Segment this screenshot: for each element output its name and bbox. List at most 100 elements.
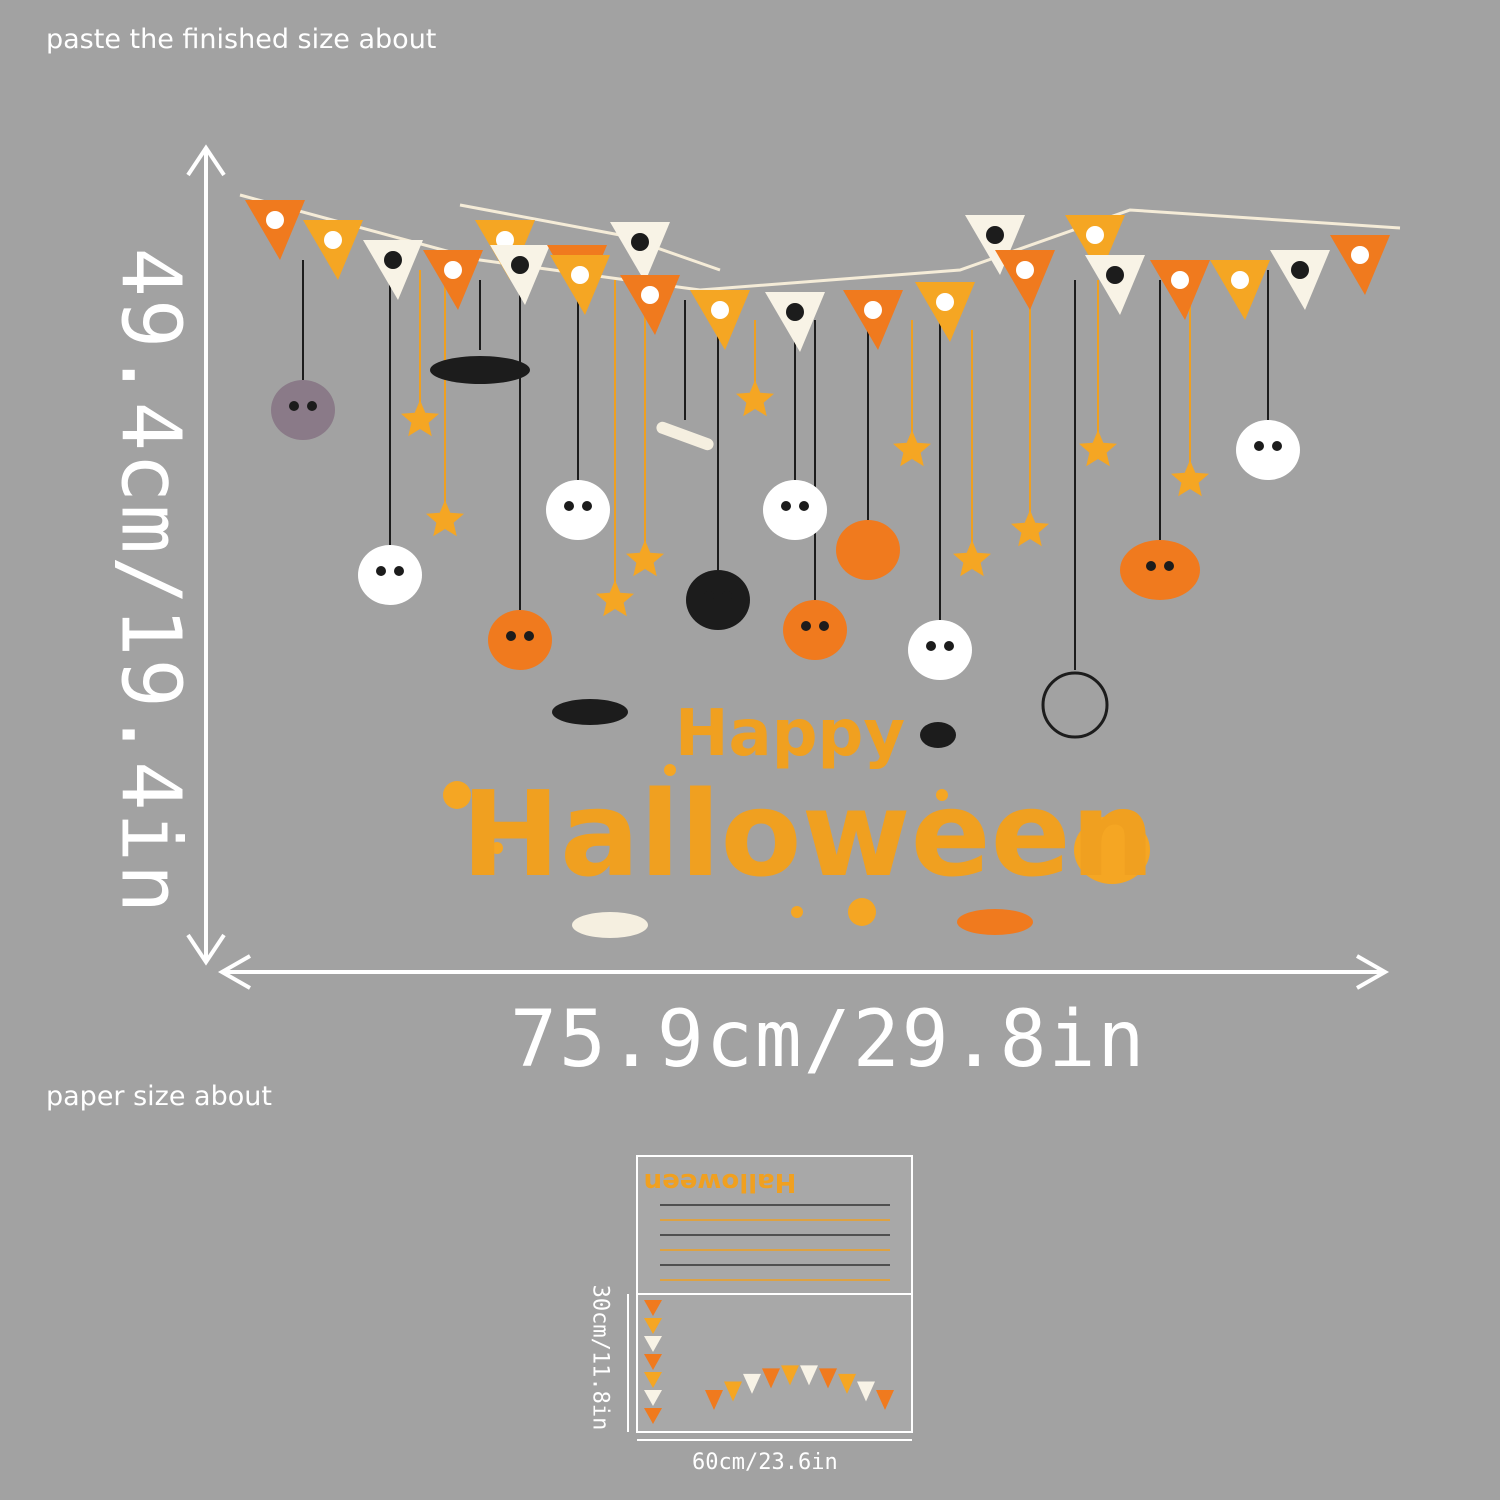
eye (944, 641, 954, 651)
eye (722, 591, 732, 601)
finished-size-label: paste the finished size about (46, 24, 437, 55)
frankenstein-icon (271, 380, 335, 440)
ghost-icon (358, 545, 422, 605)
mini-pennant (876, 1390, 894, 1410)
candy-icon (957, 909, 1033, 935)
pennant-flag (1210, 260, 1270, 320)
skull-icon (1171, 271, 1189, 289)
star-icon (1171, 460, 1209, 497)
hanging-charms (271, 356, 1300, 938)
eye (564, 501, 574, 511)
pennant-flag (995, 250, 1055, 310)
mini-pennant (644, 1336, 662, 1352)
pennant-flag (765, 292, 825, 352)
eye (524, 631, 534, 641)
star-icon (426, 500, 464, 537)
eye (376, 566, 386, 576)
eye (819, 621, 829, 631)
candy-icon (786, 303, 804, 321)
star-icon (893, 430, 931, 467)
star-icon (443, 781, 471, 809)
pennant-flag (363, 240, 423, 300)
candy-corn-icon (836, 520, 900, 580)
star-icon (848, 898, 876, 926)
mini-pennant (644, 1390, 662, 1406)
skull-icon (1016, 261, 1034, 279)
pennant-flag (1085, 255, 1145, 315)
star-icon (491, 842, 503, 854)
spider-web-icon (1041, 671, 1109, 739)
paper-sheet-preview: Halloween (627, 1155, 913, 1441)
candy-icon (384, 251, 402, 269)
eye (926, 641, 936, 651)
bat-icon (552, 699, 628, 725)
width-arrow (217, 954, 1390, 990)
skull-icon (641, 286, 659, 304)
star-icon (791, 906, 803, 918)
ghost-icon (908, 620, 972, 680)
skull-icon (864, 301, 882, 319)
pennant-flag (490, 245, 550, 305)
bunting-flags (245, 200, 1390, 352)
pennant-flag (690, 290, 750, 350)
mini-pennant (762, 1368, 780, 1389)
pennant-flag (245, 200, 305, 260)
star-icon (626, 540, 664, 577)
star-icon (596, 580, 634, 617)
pumpkin-icon (488, 610, 552, 670)
bat-icon (1231, 271, 1249, 289)
eye (1272, 441, 1282, 451)
pennant-flag (423, 250, 483, 310)
mini-pennant (819, 1368, 837, 1389)
skull-icon (1351, 246, 1369, 264)
mini-pennant (781, 1365, 799, 1386)
pumpkin-icon (783, 600, 847, 660)
bat-icon (1086, 226, 1104, 244)
mini-pennant (838, 1373, 856, 1394)
spider-icon (920, 722, 956, 748)
pennant-flag (915, 282, 975, 342)
star-icon (953, 540, 991, 577)
pennant-flag (620, 275, 680, 335)
greeting-happy: Happy (675, 697, 905, 771)
eye (1146, 561, 1156, 571)
paper-size-label: paper size about (46, 1081, 272, 1112)
skull-icon (266, 211, 284, 229)
mini-pennant (644, 1408, 662, 1424)
mini-pennant (644, 1300, 662, 1316)
bat-icon (936, 293, 954, 311)
eye (1254, 441, 1264, 451)
pennant-flag (550, 255, 610, 315)
eye (704, 591, 714, 601)
svg-text:Halloween: Halloween (644, 1167, 797, 1197)
skull-icon (444, 261, 462, 279)
mini-pennant (644, 1372, 662, 1388)
mini-pennant (644, 1354, 662, 1370)
greeting-halloween: Halloween (461, 765, 1154, 903)
eye (582, 501, 592, 511)
star-icon (664, 764, 676, 776)
mini-pennant (800, 1365, 818, 1386)
bat-icon (496, 231, 514, 249)
pennant-flag (1150, 260, 1210, 320)
pennant-flag (1065, 215, 1125, 275)
pennant-flag (303, 220, 363, 280)
mini-pennant (724, 1381, 742, 1402)
height-arrow (186, 144, 226, 966)
candy-icon (1106, 266, 1124, 284)
candy-icon (986, 226, 1004, 244)
pennant-flag (843, 290, 903, 350)
candy-icon (511, 256, 529, 274)
spider-icon (686, 570, 750, 630)
mini-pennant (644, 1318, 662, 1334)
star-icon (1011, 510, 1049, 547)
mini-pennant (857, 1381, 875, 1402)
candy-icon (631, 233, 649, 251)
eye (1164, 561, 1174, 571)
pennant-flag (610, 222, 670, 282)
bone-icon (656, 421, 714, 451)
mini-pennant (705, 1390, 723, 1410)
finished-height-label: 49.4cm/19.4in (102, 247, 198, 916)
pennant-flag (965, 215, 1025, 275)
paper-height-label: 30cm/11.8in (587, 1284, 613, 1431)
